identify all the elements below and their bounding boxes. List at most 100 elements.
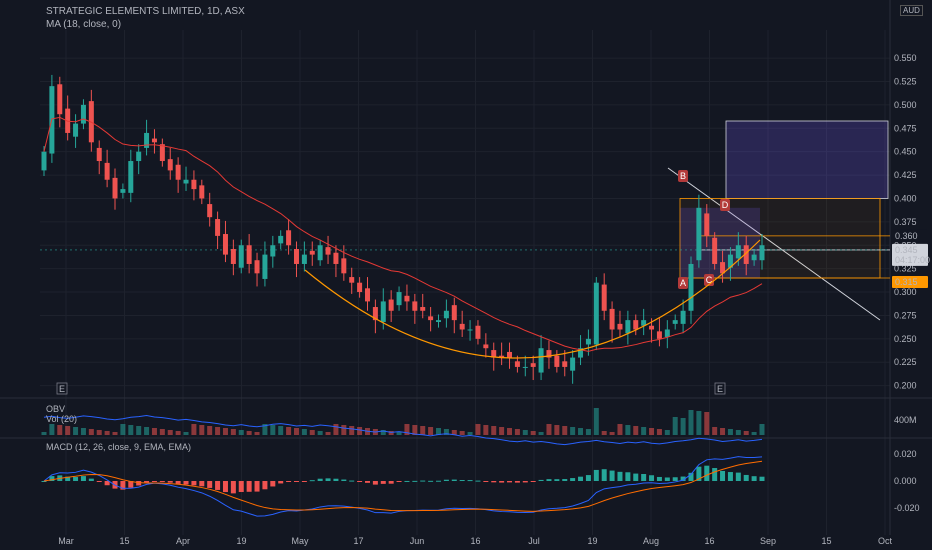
candle-body xyxy=(554,355,560,367)
volume-bar xyxy=(538,432,544,435)
x-tick-label: Jul xyxy=(528,536,540,546)
volume-bar xyxy=(562,426,568,435)
volume-bar xyxy=(727,429,733,435)
x-tick-label: 17 xyxy=(353,536,363,546)
candle-body xyxy=(735,245,741,259)
candle-body xyxy=(207,204,213,218)
volume-pane: 400M xyxy=(41,408,917,446)
candle-body xyxy=(585,338,591,345)
volume-bar xyxy=(301,429,307,435)
macd-histogram-bar xyxy=(459,480,465,482)
macd-histogram-bar xyxy=(720,470,726,481)
volume-bar xyxy=(112,432,118,435)
ma-legend[interactable]: MA (18, close, 0) xyxy=(46,19,122,30)
vol-legend[interactable]: Vol (20) xyxy=(46,414,78,424)
candle-body xyxy=(656,331,662,339)
pattern-label-a: A xyxy=(680,278,686,288)
macd-histogram-bar xyxy=(254,481,260,492)
candle-body xyxy=(522,366,528,368)
candle-body xyxy=(412,301,418,311)
macd-histogram-bar xyxy=(380,481,386,484)
y-tick-label: 0.200 xyxy=(894,381,917,391)
macd-histogram-bar xyxy=(696,466,702,481)
candle-body xyxy=(183,179,189,184)
candle-body xyxy=(593,282,599,345)
y-tick-label: 0.250 xyxy=(894,334,917,344)
candle-body xyxy=(309,250,315,255)
volume-bar xyxy=(759,424,765,435)
candle-body xyxy=(743,245,749,264)
macd-histogram-bar xyxy=(759,476,765,481)
macd-histogram-bar xyxy=(601,469,607,481)
macd-histogram-bar xyxy=(286,481,292,482)
candle-body xyxy=(388,299,394,311)
candle-body xyxy=(112,177,118,199)
volume-bar xyxy=(499,427,505,435)
volume-bar xyxy=(270,425,276,435)
volume-bar xyxy=(57,425,63,435)
volume-bar xyxy=(278,426,284,435)
y-tick-label: 0.225 xyxy=(894,357,917,367)
macd-histogram-bar xyxy=(704,465,710,481)
candle-body xyxy=(128,161,134,193)
volume-bar xyxy=(104,431,110,435)
macd-histogram-bar xyxy=(262,481,268,490)
candle-body xyxy=(459,323,465,330)
badge-low-bg xyxy=(892,276,928,289)
y-tick-label: 0.425 xyxy=(894,170,917,180)
macd-histogram-bar xyxy=(167,481,173,483)
macd-histogram-bar xyxy=(538,479,544,481)
candle-body xyxy=(696,207,702,261)
candle-body xyxy=(175,164,181,180)
candle-body xyxy=(270,245,276,257)
candle-body xyxy=(159,144,165,162)
macd-legend[interactable]: MACD (12, 26, close, 9, EMA, EMA) xyxy=(46,442,192,452)
macd-histogram-bar xyxy=(475,480,481,482)
macd-histogram-bar xyxy=(238,481,244,492)
symbol-title[interactable]: STRATEGIC ELEMENTS LIMITED, 1D, ASX xyxy=(46,6,245,17)
candle-body xyxy=(357,282,363,293)
volume-bar xyxy=(585,429,591,435)
y-tick-label: 0.375 xyxy=(894,217,917,227)
candle-body xyxy=(546,350,552,358)
macd-histogram-bar xyxy=(349,480,355,482)
candle-body xyxy=(349,277,355,283)
candle-body xyxy=(325,247,331,255)
macd-histogram-bar xyxy=(364,481,370,483)
volume-bar xyxy=(388,431,394,435)
volume-bar xyxy=(293,428,299,435)
candle-body xyxy=(704,213,710,236)
y-tick-label: 0.475 xyxy=(894,123,917,133)
candle-body xyxy=(601,284,607,311)
indicator-lines xyxy=(43,116,763,359)
macd-histogram-bar xyxy=(215,481,221,490)
candle-body xyxy=(104,162,110,180)
macd-histogram-bar xyxy=(159,481,165,482)
volume-bar xyxy=(735,430,741,435)
candle-body xyxy=(380,301,386,322)
macd-histogram-bar xyxy=(751,476,757,481)
candle-body xyxy=(246,245,252,264)
grid xyxy=(0,0,932,535)
candle-body xyxy=(333,252,339,264)
macd-histogram-bar xyxy=(664,477,670,481)
obv-legend[interactable]: OBV xyxy=(46,404,66,414)
candle-body xyxy=(278,235,284,244)
y-tick-label: 0.400 xyxy=(894,193,917,203)
macd-histogram-bar xyxy=(570,478,576,481)
candle-body xyxy=(167,159,173,171)
macd-histogram-bar xyxy=(191,481,197,486)
volume-bar xyxy=(609,432,615,435)
macd-histogram-bar xyxy=(372,481,378,485)
target-zone xyxy=(725,120,889,199)
candle-body xyxy=(191,179,197,190)
candle-body xyxy=(262,254,268,279)
volume-bar xyxy=(41,432,47,435)
macd-histogram-bar xyxy=(230,481,236,494)
event-marker-label: E xyxy=(717,384,723,394)
currency-badge[interactable]: AUD xyxy=(900,5,923,16)
volume-bar xyxy=(230,429,236,435)
volume-bar xyxy=(183,432,189,435)
volume-bar xyxy=(349,426,355,435)
